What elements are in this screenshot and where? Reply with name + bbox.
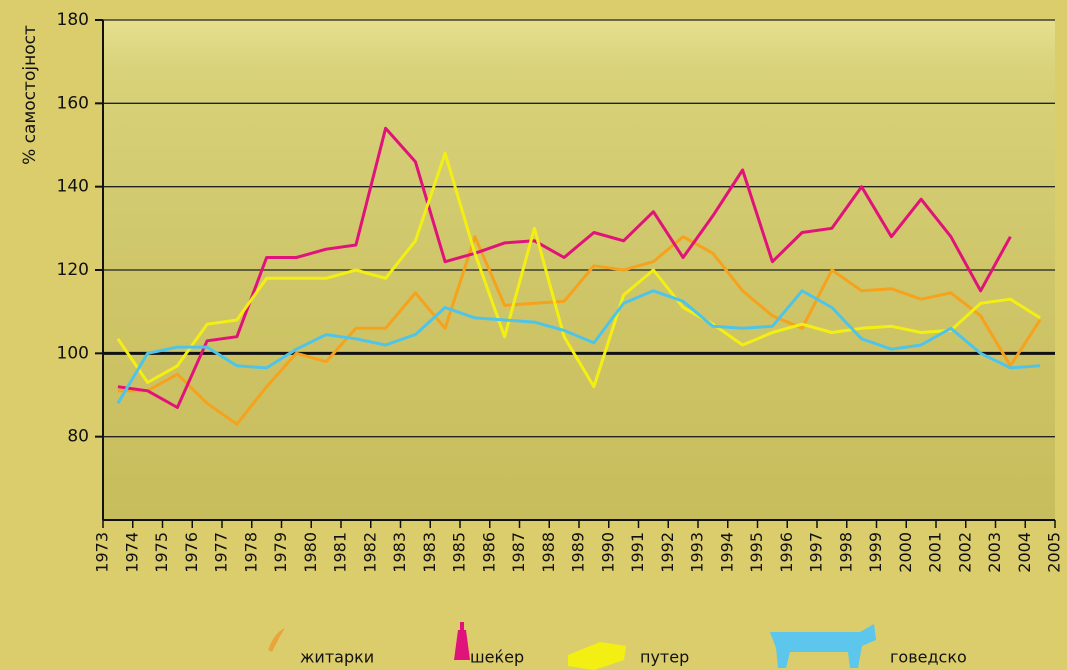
- x-tick-label: 2002: [955, 532, 974, 573]
- sugar-icon: [454, 622, 470, 660]
- x-tick-label: 1982: [360, 532, 379, 573]
- y-tick-label: 80: [67, 427, 89, 447]
- x-tick-label: 1978: [241, 532, 260, 573]
- x-tick-label: 1973: [93, 532, 112, 573]
- x-tick-label: 1993: [688, 532, 707, 573]
- butter-icon: [568, 642, 626, 670]
- series-line: [117, 235, 1042, 426]
- x-tick-label: 1992: [658, 532, 677, 573]
- x-tick-label: 2001: [926, 532, 945, 573]
- x-tick-label: 1997: [807, 532, 826, 573]
- legend-label: говедско: [890, 648, 967, 667]
- wheat-icon: [268, 628, 285, 652]
- x-tick-label: 1990: [598, 532, 617, 573]
- y-tick-label: 120: [57, 260, 89, 280]
- y-axis-label: % самостојност: [20, 25, 40, 165]
- x-tick-label: 1981: [331, 532, 350, 573]
- x-tick-label: 1977: [212, 532, 231, 573]
- x-tick-label: 2004: [1015, 532, 1034, 573]
- x-tick-label: 2000: [896, 532, 915, 573]
- x-tick-label: 1985: [450, 532, 469, 573]
- x-tick-label: 1974: [122, 532, 141, 573]
- x-tick-label: 1991: [628, 532, 647, 573]
- x-tick-label: 1987: [509, 532, 528, 573]
- x-tick-label: 1976: [182, 532, 201, 573]
- x-tick-label: 1980: [301, 532, 320, 573]
- y-tick-label: 100: [57, 343, 89, 363]
- legend-label: житарки: [300, 648, 374, 667]
- legend-label: путер: [640, 648, 689, 667]
- y-tick-label: 140: [57, 177, 89, 197]
- x-tick-label: 1988: [539, 532, 558, 573]
- x-tick-label: 1983: [390, 532, 409, 573]
- series-line: [116, 151, 1041, 389]
- x-tick-label: 2003: [985, 532, 1004, 573]
- x-tick-label: 1995: [747, 532, 766, 573]
- y-tick-label: 180: [57, 10, 89, 30]
- x-tick-label: 1996: [777, 532, 796, 573]
- x-tick-label: 1999: [866, 532, 885, 573]
- x-tick-label: 1986: [479, 532, 498, 573]
- series-line: [116, 289, 1041, 405]
- x-tick-label: 1998: [836, 532, 855, 573]
- x-tick-label: 1979: [271, 532, 290, 573]
- x-tick-label: 1994: [717, 532, 736, 573]
- legend-label: шеќер: [470, 648, 524, 667]
- x-tick-label: 1975: [152, 532, 171, 573]
- cow-icon: [770, 624, 876, 668]
- legend-icons: [268, 622, 876, 670]
- y-tick-label: 160: [57, 93, 89, 113]
- x-tick-label: 2005: [1045, 532, 1064, 573]
- series-line: [117, 126, 1012, 409]
- x-tick-label: 1983: [420, 532, 439, 573]
- x-tick-label: 1989: [569, 532, 588, 573]
